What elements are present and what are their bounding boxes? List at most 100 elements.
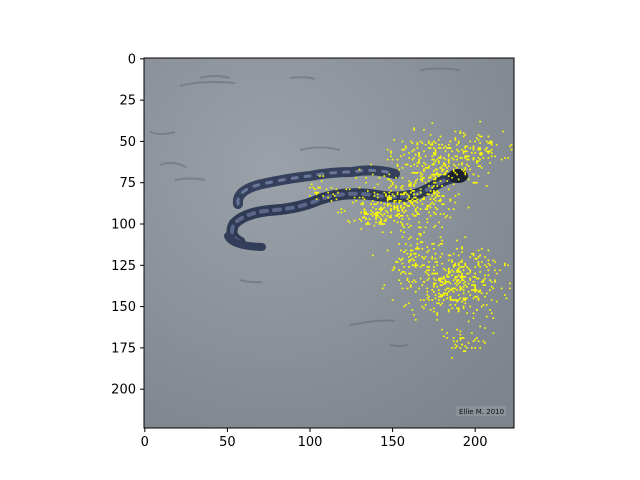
overlay-point [472,284,475,286]
overlay-point [413,157,415,159]
overlay-point [362,201,364,204]
overlay-point [423,198,425,201]
overlay-point [461,251,463,253]
overlay-point [433,178,435,181]
overlay-point [403,191,405,194]
overlay-point [467,272,470,275]
overlay-point [327,191,329,194]
overlay-point [454,277,457,280]
overlay-point [380,209,382,212]
y-tick-label: 150 [111,300,136,315]
overlay-point [446,280,448,283]
x-tick-label: 150 [380,435,405,450]
y-tick-label: 175 [111,341,136,356]
overlay-point [406,205,409,207]
overlay-point [467,290,470,293]
overlay-point [403,211,405,214]
overlay-point [416,142,419,144]
overlay-point [439,180,442,182]
overlay-point [472,158,475,161]
overlay-point [504,157,506,159]
overlay-point [428,165,430,168]
overlay-point [381,287,384,290]
overlay-point [479,153,481,156]
overlay-point [403,148,405,151]
overlay-point [446,337,448,339]
overlay-point [476,162,478,164]
overlay-point [388,173,391,176]
overlay-point [487,269,490,272]
overlay-point [469,279,472,281]
overlay-point [449,304,452,306]
overlay-point [433,203,435,206]
overlay-point [419,226,422,229]
overlay-point [461,157,463,159]
overlay-point [429,190,432,192]
overlay-point [383,175,386,177]
overlay-point [388,198,391,201]
overlay-point [413,214,415,217]
overlay-point [464,168,467,171]
overlay-point [462,279,465,281]
overlay-point [424,304,427,306]
overlay-point [459,157,462,159]
overlay-point [469,269,472,272]
overlay-point [396,158,399,161]
overlay-point [444,163,447,166]
overlay-point [409,201,412,204]
overlay-point [433,211,435,214]
overlay-point [456,289,458,291]
overlay-point [423,150,425,153]
overlay-point [411,158,414,161]
overlay-point [365,223,367,225]
overlay-point [438,302,440,305]
overlay-point [479,254,481,257]
overlay-point [411,264,414,267]
overlay-point [409,285,412,288]
overlay-point [400,193,402,196]
overlay-point [433,269,435,272]
overlay-point [390,190,392,192]
overlay-point [444,279,447,281]
overlay-point [441,203,443,206]
overlay-point [396,213,399,215]
overlay-point [428,249,430,252]
overlay-point [431,299,434,301]
overlay-point [480,167,483,169]
overlay-point [459,330,462,333]
overlay-point [462,350,465,353]
overlay-point [459,261,462,263]
overlay-point [418,287,420,290]
overlay-point [447,155,450,158]
overlay-point [363,216,366,219]
overlay-point [464,167,467,169]
overlay-point [396,209,399,212]
overlay-point [376,211,379,214]
overlay-point [441,195,443,197]
overlay-point [477,299,480,301]
overlay-point [401,214,404,217]
overlay-point [409,165,412,168]
overlay-point [433,284,435,286]
overlay-point [434,224,437,227]
overlay-point [414,209,417,212]
overlay-point [447,160,450,163]
overlay-point [434,173,437,176]
overlay-point [366,221,369,224]
overlay-point [317,186,320,189]
overlay-point [457,193,460,196]
overlay-point [457,307,460,310]
overlay-point [476,277,478,280]
overlay-point [494,155,496,158]
overlay-point [416,162,419,164]
overlay-point [403,271,405,273]
overlay-point [438,279,440,281]
overlay-point [461,279,463,281]
overlay-point [442,335,445,338]
overlay-point [381,208,384,210]
overlay-point [434,150,437,153]
overlay-point [479,120,481,123]
overlay-point [438,295,440,298]
overlay-point [388,178,391,181]
overlay-point [409,244,412,247]
